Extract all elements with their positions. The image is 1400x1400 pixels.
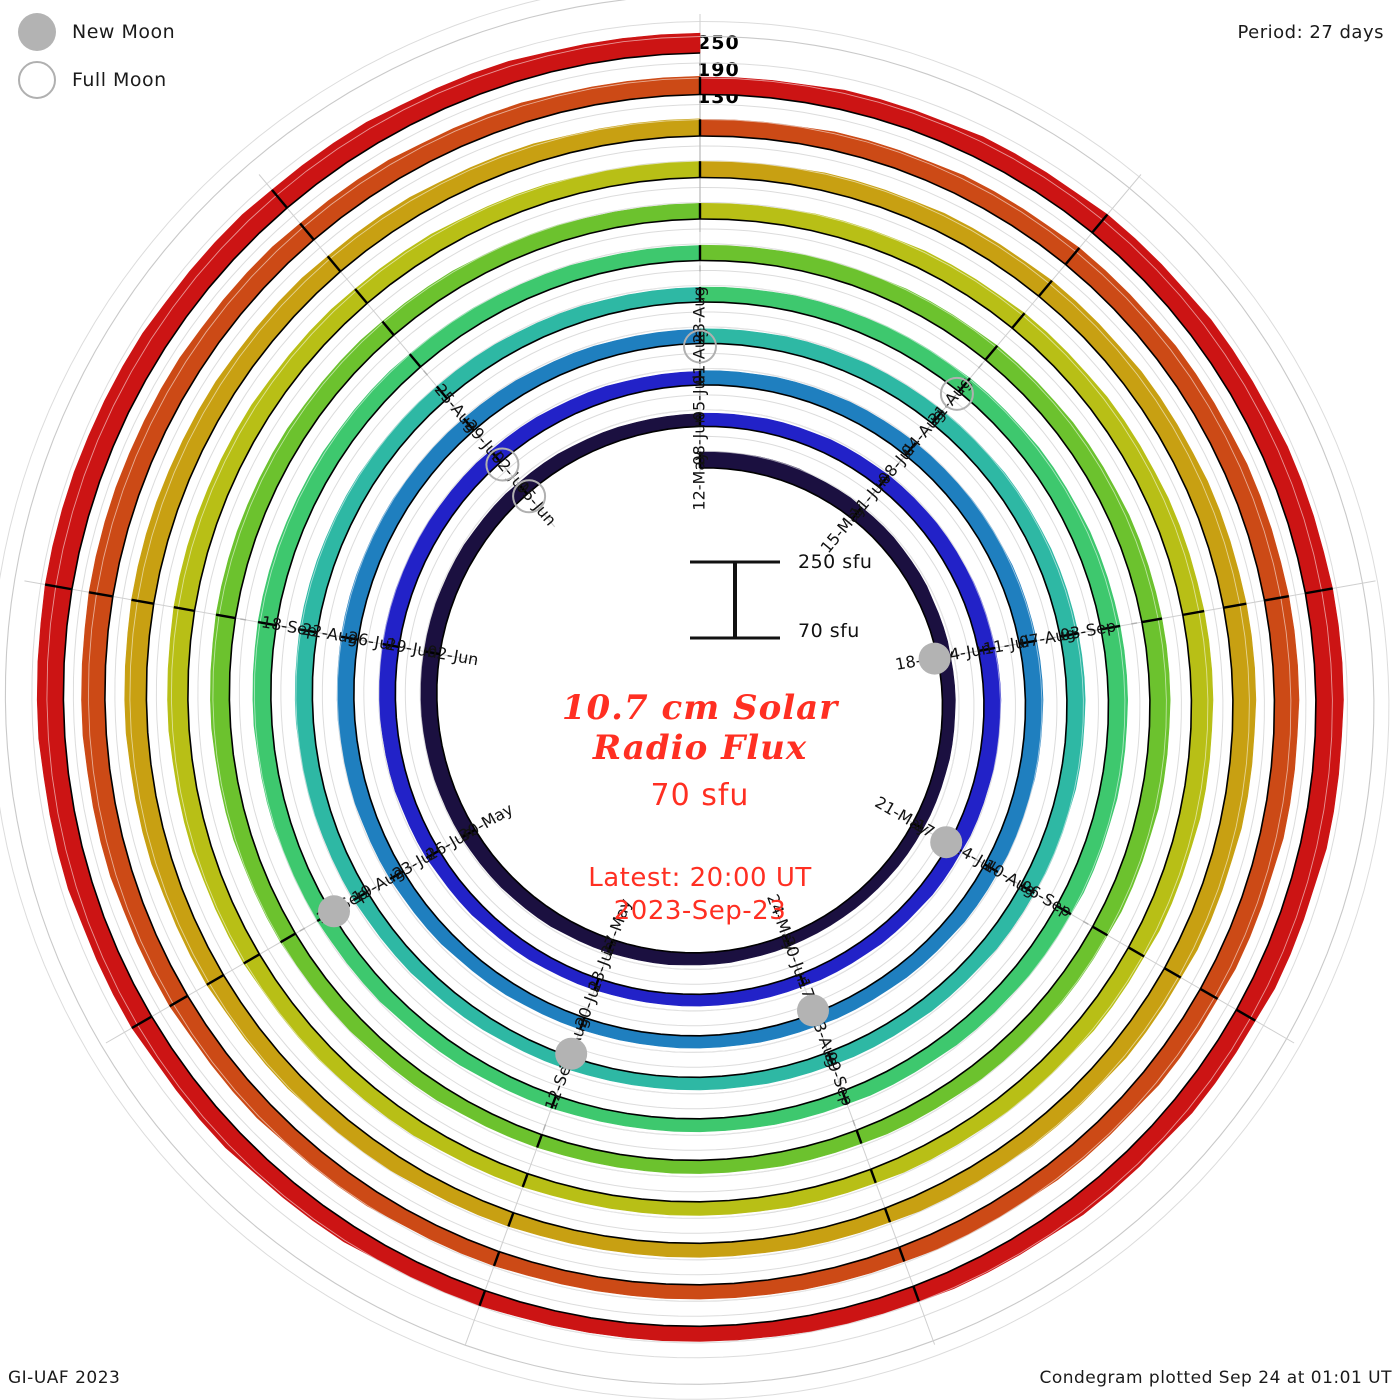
legend-label-new-moon: New Moon xyxy=(72,21,176,43)
new-moon-marker xyxy=(797,994,829,1027)
new-moon-marker xyxy=(918,642,951,675)
footer-timestamp: Condegram plotted Sep 24 at 01:01 UT xyxy=(1039,1368,1392,1388)
date-tickmarks xyxy=(44,52,1333,1328)
bar-scale-key: 250 sfu 70 sfu xyxy=(680,551,910,666)
date-label: 28-Aug xyxy=(690,286,709,343)
full-moon-marker xyxy=(512,479,547,514)
new-moon-marker xyxy=(930,826,963,859)
date-label: 12-May xyxy=(690,451,709,510)
full-moon-marker xyxy=(683,329,717,364)
date-label: 01-Aug xyxy=(690,328,709,385)
bar-key-min-label: 70 sfu xyxy=(798,620,860,642)
open-circle-icon xyxy=(18,61,56,99)
filled-circle-icon xyxy=(18,13,56,51)
full-moon-marker xyxy=(485,447,520,482)
radial-tick-190: 190 xyxy=(697,59,740,81)
date-label: 08-Jun xyxy=(690,413,709,465)
footer-credit: GI-UAF 2023 xyxy=(8,1368,121,1388)
new-moon-marker xyxy=(555,1037,588,1070)
legend-item-new-moon: New Moon xyxy=(18,8,175,56)
date-label: 05-Jul xyxy=(690,375,709,421)
legend-label-full-moon: Full Moon xyxy=(72,69,167,91)
moon-markers xyxy=(318,329,974,1070)
period-label: Period: 27 days xyxy=(1237,22,1384,43)
full-moon-marker xyxy=(939,376,974,411)
radial-tick-250: 250 xyxy=(697,32,740,54)
moon-phase-legend: New Moon Full Moon xyxy=(18,8,175,104)
legend-item-full-moon: Full Moon xyxy=(18,56,175,104)
new-moon-marker xyxy=(318,895,350,928)
bar-key-max-label: 250 sfu xyxy=(798,551,873,573)
